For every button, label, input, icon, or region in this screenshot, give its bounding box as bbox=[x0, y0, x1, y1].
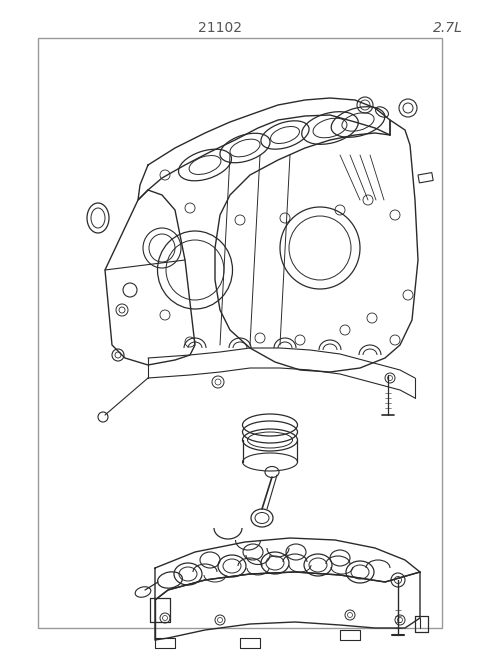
Text: 21102: 21102 bbox=[198, 21, 242, 35]
Bar bbox=[38, 38, 442, 628]
Text: 2.7L: 2.7L bbox=[433, 21, 463, 35]
Bar bbox=[418, 172, 433, 183]
